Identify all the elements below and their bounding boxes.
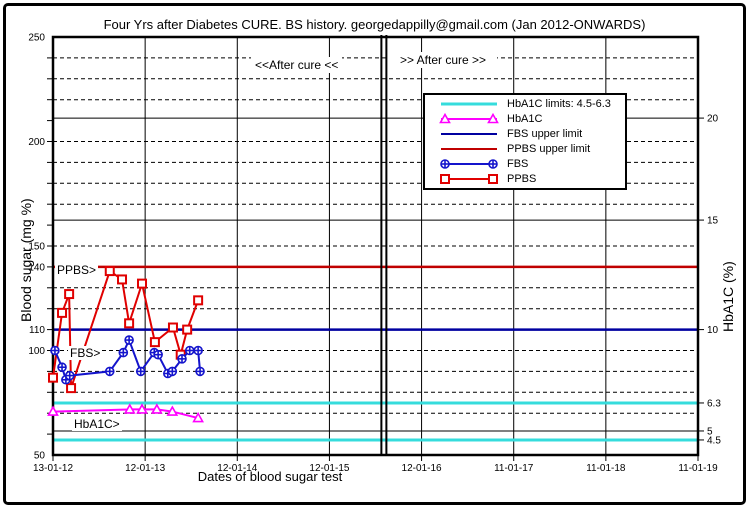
marker-triangle — [123, 403, 136, 414]
y-right-tick-label: 15 — [707, 216, 719, 227]
legend-sample-icon — [441, 133, 497, 136]
legend-item-hba1c-limits-4-5-6-3: HbA1C limits: 4.5-6.3 — [425, 97, 625, 112]
marker-square — [66, 383, 77, 394]
x-tick-label: 11-01-17 — [494, 463, 534, 474]
y-right-tick-label: 10 — [707, 325, 719, 336]
y-right-tick-label: 4.5 — [707, 435, 721, 446]
y-left-tick-label: 50 — [34, 451, 46, 462]
legend-sample-icon — [440, 173, 498, 184]
legend-sample-icon — [439, 113, 499, 124]
series-line-hba1c — [52, 408, 199, 420]
legend-item-label: HbA1C limits: 4.5-6.3 — [507, 98, 611, 111]
chart-title: Four Yrs after Diabetes CURE. BS history… — [103, 17, 646, 32]
x-tick-label: 13-01-12 — [33, 463, 73, 474]
marker-triangle — [136, 403, 148, 414]
series-label-fbs: FBS> — [68, 346, 103, 360]
legend-item-fbs: FBS — [425, 156, 625, 171]
y-left-tick-label: 140 — [28, 262, 45, 273]
marker-square — [117, 274, 128, 285]
marker-square — [193, 295, 204, 306]
legend-item-label: FBS — [507, 157, 529, 170]
marker-square — [57, 307, 68, 318]
legend-item-ppbs-upper-limit: PPBS upper limit — [425, 142, 625, 157]
legend: HbA1C limits: 4.5-6.3 HbA1C FBS upper limi… — [423, 93, 627, 190]
legend-item-label: PPBS upper limit — [507, 142, 591, 155]
y-left-tick-label: 200 — [28, 137, 45, 148]
y-left-tick-label: 250 — [28, 33, 45, 44]
x-tick-label: 11-01-18 — [586, 463, 626, 474]
marker-square — [167, 322, 178, 333]
marker-triangle — [47, 405, 59, 416]
marker-square — [48, 372, 58, 383]
legend-item-label: HbA1C — [507, 113, 543, 126]
marker-triangle — [166, 405, 179, 416]
legend-item-label: FBS upper limit — [507, 128, 583, 141]
legend-sample-icon — [440, 158, 498, 169]
marker-triangle — [150, 403, 163, 414]
y-left-axis-title: Blood sugar (mg %) — [18, 198, 34, 322]
y-left-tick-label: 150 — [28, 242, 45, 253]
marker-triangle — [192, 411, 204, 423]
x-tick-label: 12-01-14 — [217, 463, 257, 474]
x-axis-title: Dates of blood sugar test — [197, 469, 343, 484]
series-label-hba1c: HbA1C> — [72, 417, 122, 431]
y-right-tick-label: 20 — [707, 114, 719, 125]
series-label-ppbs: PPBS> — [55, 263, 99, 277]
annotation-after-cure-right: >> After cure >> — [389, 52, 497, 68]
legend-item-label: PPBS — [507, 172, 537, 185]
y-left-tick-label: 100 — [28, 346, 45, 357]
legend-item-hba1c: HbA1C — [425, 112, 625, 127]
x-tick-label: 11-01-19 — [678, 463, 718, 474]
y-left-tick-label: 110 — [29, 325, 45, 336]
x-tick-label: 12-01-15 — [309, 463, 349, 474]
marker-square — [124, 318, 135, 329]
legend-item-ppbs: PPBS — [425, 171, 625, 186]
annotation-after-cure-left: <<After cure << — [251, 57, 343, 73]
x-tick-label: 12-01-13 — [125, 463, 165, 474]
legend-sample-icon — [441, 102, 497, 106]
marker-square — [64, 289, 75, 300]
legend-sample-icon — [441, 147, 497, 150]
marker-square — [182, 324, 193, 335]
y-right-axis-title: HbA1C (%) — [720, 261, 736, 332]
y-right-tick-label: 5 — [707, 426, 713, 437]
marker-square — [137, 278, 148, 289]
x-tick-label: 12-01-16 — [402, 463, 442, 474]
marker-square — [149, 337, 160, 348]
legend-item-fbs-upper-limit: FBS upper limit — [425, 127, 625, 142]
y-right-tick-label: 6.3 — [707, 398, 721, 409]
marker-square — [104, 266, 115, 277]
